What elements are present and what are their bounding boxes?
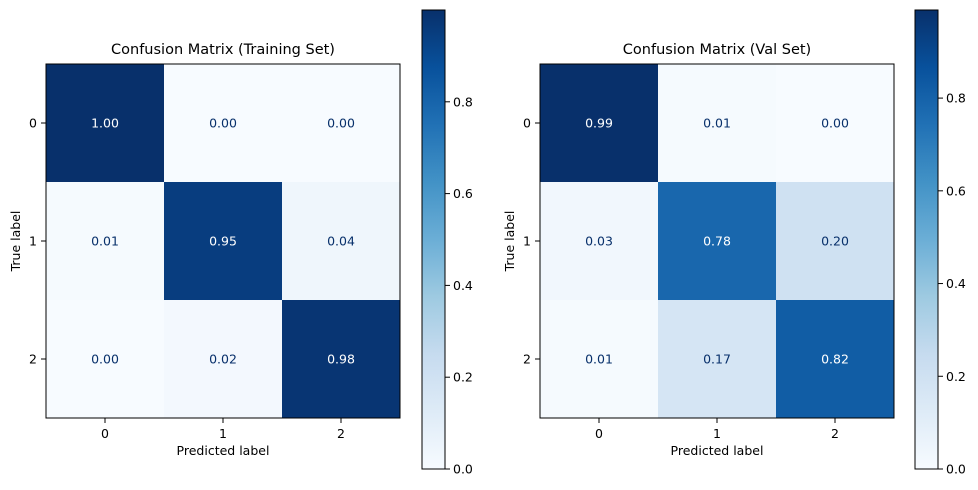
cell-value-label: 0.03 bbox=[585, 234, 613, 249]
y-tick-label: 1 bbox=[523, 234, 531, 249]
cell-value-label: 0.98 bbox=[327, 352, 355, 367]
colorbar-tick-label: 0.4 bbox=[946, 276, 966, 291]
colorbar-frame bbox=[421, 9, 446, 470]
y-tick-label: 2 bbox=[523, 352, 531, 367]
colorbar-tick-label: 0.6 bbox=[453, 186, 473, 201]
heatmap-cell bbox=[776, 64, 895, 183]
x-tick-label: 0 bbox=[595, 426, 603, 441]
colorbar-tick-label: 0.8 bbox=[453, 94, 473, 109]
colorbar-tick-label: 0.2 bbox=[453, 370, 473, 385]
heatmap-cell bbox=[282, 64, 401, 183]
cell-value-label: 0.17 bbox=[703, 352, 731, 367]
x-tick-label: 1 bbox=[219, 426, 227, 441]
y-tick-label: 1 bbox=[29, 234, 37, 249]
heatmap-cell bbox=[164, 64, 283, 183]
heatmap-cell bbox=[46, 300, 165, 419]
colorbar-frame bbox=[914, 9, 939, 470]
heatmap-cell bbox=[658, 64, 777, 183]
cell-value-label: 0.00 bbox=[327, 116, 355, 131]
cell-value-label: 0.78 bbox=[703, 234, 731, 249]
heatmap-cell bbox=[164, 182, 283, 301]
chart-panels: Confusion Matrix (Training Set)1.00 0.00 0… bbox=[8, 9, 966, 477]
cell-value-label: 0.00 bbox=[821, 116, 849, 131]
chart-title: Confusion Matrix (Val Set) bbox=[623, 42, 811, 58]
y-axis-label: True label bbox=[502, 211, 517, 273]
colorbar-gradient bbox=[422, 10, 445, 469]
heatmap-cell bbox=[658, 182, 777, 301]
y-axis-label: True label bbox=[8, 211, 23, 273]
colorbar-tick-label: 0.2 bbox=[946, 369, 966, 384]
x-tick-label: 0 bbox=[101, 426, 109, 441]
heatmap-cell bbox=[776, 300, 895, 419]
y-tick-label: 0 bbox=[29, 116, 37, 131]
cell-value-label: 0.00 bbox=[91, 352, 119, 367]
heatmap-cell bbox=[540, 64, 659, 183]
cell-value-label: 0.04 bbox=[327, 234, 355, 249]
chart-title: Confusion Matrix (Training Set) bbox=[111, 42, 335, 58]
colorbar-tick-label: 0.0 bbox=[946, 462, 966, 477]
x-tick-label: 1 bbox=[713, 426, 721, 441]
chart-panel-1: Confusion Matrix (Val Set)0.99 0.01 0.000.… bbox=[502, 9, 966, 477]
colorbar-tick-label: 0.4 bbox=[453, 278, 473, 293]
colorbar-tick-label: 0.0 bbox=[453, 462, 473, 477]
x-tick-label: 2 bbox=[337, 426, 345, 441]
heatmap-cell bbox=[658, 300, 777, 419]
cell-value-label: 0.99 bbox=[585, 116, 613, 131]
heatmap-cell bbox=[282, 182, 401, 301]
colorbar-gradient bbox=[915, 10, 938, 469]
x-axis-label: Predicted label bbox=[671, 443, 764, 458]
colorbar-tick-label: 0.6 bbox=[946, 183, 966, 198]
heatmap-cell bbox=[164, 300, 283, 419]
chart-panel-0: Confusion Matrix (Training Set)1.00 0.00 0… bbox=[8, 9, 473, 477]
y-tick-label: 2 bbox=[29, 352, 37, 367]
heatmap-cell bbox=[46, 64, 165, 183]
cell-value-label: 0.01 bbox=[703, 116, 731, 131]
cell-value-label: 0.02 bbox=[209, 352, 237, 367]
cell-value-label: 1.00 bbox=[91, 116, 119, 131]
heatmap-cell bbox=[46, 182, 165, 301]
x-tick-label: 2 bbox=[831, 426, 839, 441]
heatmap-cell bbox=[776, 182, 895, 301]
cell-value-label: 0.01 bbox=[91, 234, 119, 249]
y-tick-label: 0 bbox=[523, 116, 531, 131]
cell-value-label: 0.00 bbox=[209, 116, 237, 131]
cell-value-label: 0.01 bbox=[585, 352, 613, 367]
x-axis-label: Predicted label bbox=[177, 443, 270, 458]
colorbar-tick-label: 0.8 bbox=[946, 91, 966, 106]
heatmap-cell bbox=[282, 300, 401, 419]
cell-value-label: 0.95 bbox=[209, 234, 237, 249]
cell-value-label: 0.82 bbox=[821, 352, 849, 367]
heatmap-cell bbox=[540, 182, 659, 301]
cell-value-label: 0.20 bbox=[821, 234, 849, 249]
heatmap-cell bbox=[540, 300, 659, 419]
